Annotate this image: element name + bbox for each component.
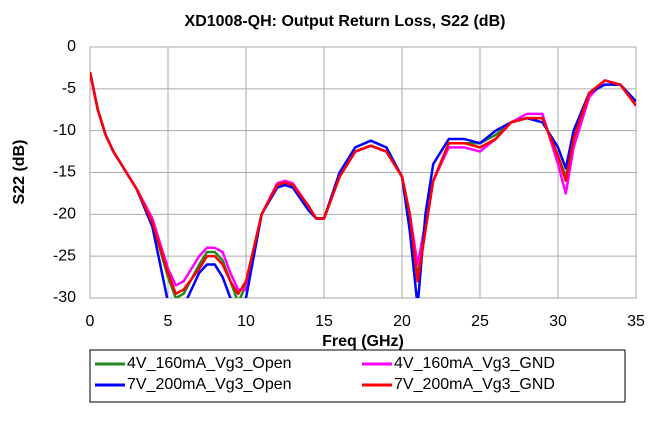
y-tick-label: -15 [53,164,76,181]
series-line [90,71,636,296]
y-tick-label: -20 [53,206,76,223]
x-tick-label: 25 [471,313,489,330]
x-tick-label: 20 [393,313,411,330]
y-tick-label: -25 [53,247,76,264]
x-tick-label: 5 [164,313,173,330]
x-tick-label: 10 [237,313,255,330]
y-tick-label: -10 [53,122,76,139]
legend-box [89,349,626,403]
x-tick-label: 30 [549,313,567,330]
x-tick-label: 0 [86,313,95,330]
legend-label: 4V_160mA_Vg3_GND [394,355,555,372]
y-tick-label: 0 [67,38,76,55]
y-tick-label: -5 [62,80,76,97]
y-axis-label: S22 (dB) [11,140,28,205]
legend-label: 4V_160mA_Vg3_Open [127,355,292,372]
chart-title: XD1008-QH: Output Return Loss, S22 (dB) [185,13,506,30]
y-tick-label: -30 [53,289,76,306]
x-tick-label: 15 [315,313,333,330]
x-axis-label: Freq (GHz) [322,333,404,350]
legend-label: 7V_200mA_Vg3_GND [394,376,555,393]
x-tick-label: 35 [627,313,645,330]
legend-label: 7V_200mA_Vg3_Open [127,376,292,393]
